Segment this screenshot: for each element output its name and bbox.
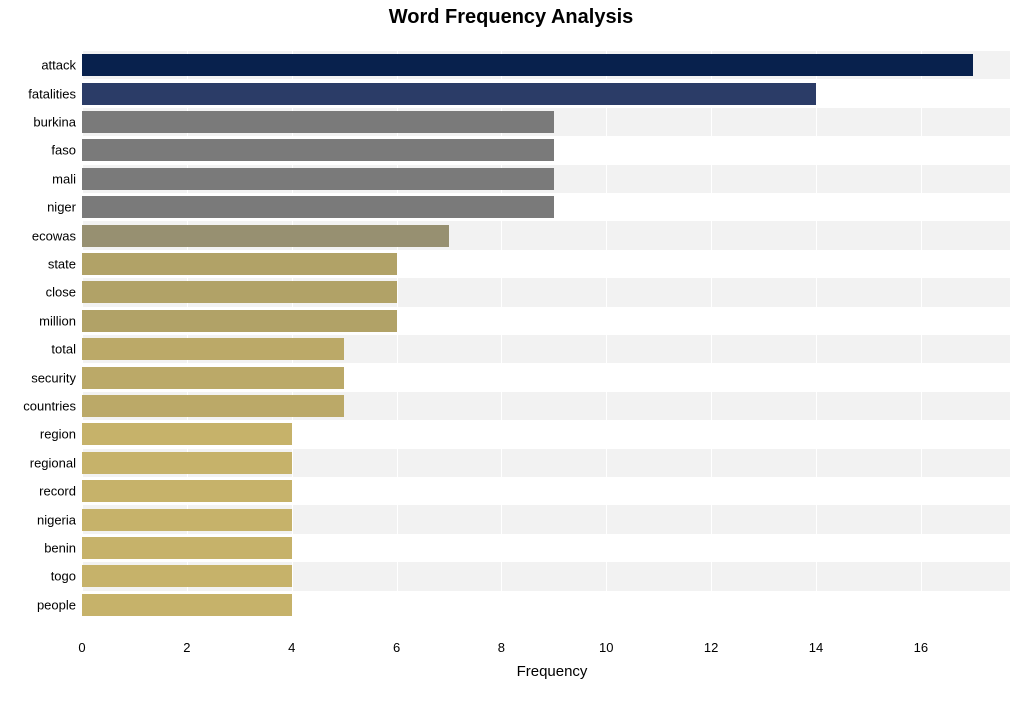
x-axis-tick-label: 12 — [704, 640, 718, 655]
x-axis-tick-label: 16 — [914, 640, 928, 655]
y-axis-label: state — [48, 257, 76, 272]
y-axis-label: fatalities — [28, 86, 76, 101]
x-axis-title: Frequency — [0, 663, 1022, 680]
y-axis-label: total — [51, 342, 76, 357]
gridline — [711, 35, 712, 635]
bar — [82, 310, 397, 332]
bar — [82, 225, 449, 247]
bar — [82, 83, 816, 105]
bar — [82, 139, 554, 161]
y-axis-label: mali — [52, 171, 76, 186]
y-axis-label: security — [31, 370, 76, 385]
bar — [82, 253, 397, 275]
x-axis-tick-label: 14 — [809, 640, 823, 655]
y-axis-label: niger — [47, 200, 76, 215]
y-axis-label: close — [46, 285, 76, 300]
x-axis-tick-label: 0 — [78, 640, 85, 655]
y-axis-label: togo — [51, 569, 76, 584]
y-axis-label: benin — [44, 541, 76, 556]
bar — [82, 395, 344, 417]
plot-area — [82, 35, 1010, 635]
y-axis-label: million — [39, 313, 76, 328]
bar — [82, 168, 554, 190]
bar — [82, 338, 344, 360]
bar — [82, 281, 397, 303]
x-axis-tick-label: 4 — [288, 640, 295, 655]
bar — [82, 111, 554, 133]
x-axis-tick-label: 6 — [393, 640, 400, 655]
bar — [82, 480, 292, 502]
bar — [82, 594, 292, 616]
bar — [82, 509, 292, 531]
gridline — [606, 35, 607, 635]
word-frequency-chart: Word Frequency Analysis Frequency attack… — [0, 0, 1022, 701]
x-axis-tick-label: 2 — [183, 640, 190, 655]
y-axis-label: burkina — [33, 115, 76, 130]
gridline — [921, 35, 922, 635]
bar — [82, 423, 292, 445]
gridline — [816, 35, 817, 635]
bar — [82, 367, 344, 389]
y-axis-label: record — [39, 484, 76, 499]
y-axis-label: nigeria — [37, 512, 76, 527]
chart-title: Word Frequency Analysis — [0, 6, 1022, 29]
bar — [82, 54, 973, 76]
x-axis-tick-label: 8 — [498, 640, 505, 655]
bar — [82, 565, 292, 587]
y-axis-label: faso — [51, 143, 76, 158]
bar — [82, 537, 292, 559]
y-axis-label: ecowas — [32, 228, 76, 243]
y-axis-label: countries — [23, 399, 76, 414]
y-axis-label: attack — [41, 58, 76, 73]
y-axis-label: regional — [30, 455, 76, 470]
bar — [82, 452, 292, 474]
bar — [82, 196, 554, 218]
y-axis-label: region — [40, 427, 76, 442]
x-axis-tick-label: 10 — [599, 640, 613, 655]
y-axis-label: people — [37, 597, 76, 612]
